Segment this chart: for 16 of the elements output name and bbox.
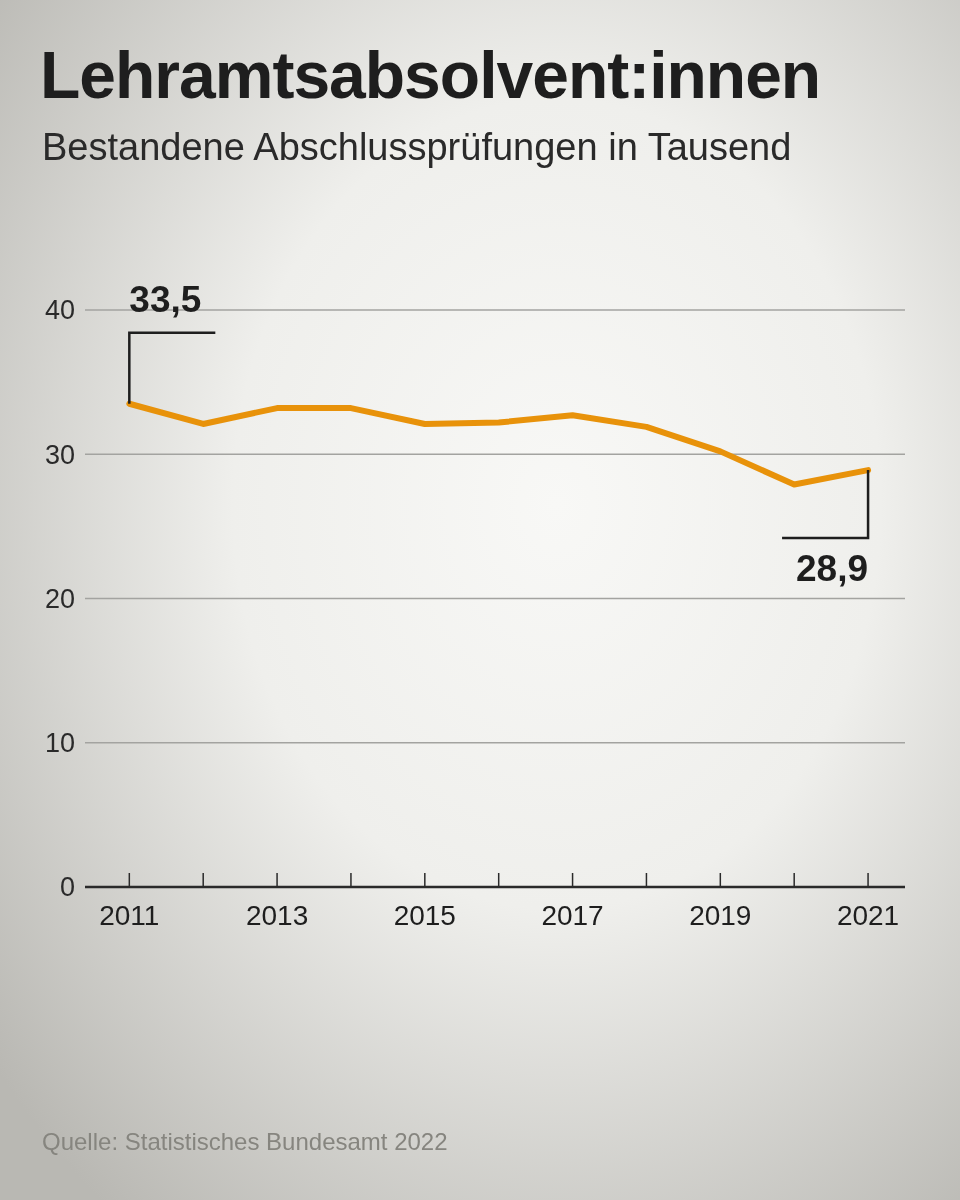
x-tick-label: 2011 (99, 900, 160, 931)
source-note: Quelle: Statistisches Bundesamt 2022 (42, 1128, 448, 1155)
x-tick-label: 2019 (689, 900, 752, 931)
x-tick-label: 2017 (541, 900, 604, 931)
y-tick-label: 0 (59, 872, 75, 903)
y-tick-label: 20 (44, 583, 75, 614)
chart-title: Lehramtsabsolvent:innen (40, 38, 821, 112)
data-label: 28,9 (796, 548, 869, 590)
y-tick-label: 40 (44, 295, 75, 326)
x-tick-label: 2021 (836, 900, 900, 931)
y-tick-label: 30 (44, 439, 75, 470)
y-tick-label: 10 (44, 728, 75, 759)
x-tick-label: 2015 (393, 900, 456, 931)
chart-subtitle: Bestandene Abschlussprüfungen in Tausend (42, 126, 792, 168)
x-tick-label: 2013 (245, 900, 309, 931)
data-label: 33,5 (129, 278, 202, 320)
